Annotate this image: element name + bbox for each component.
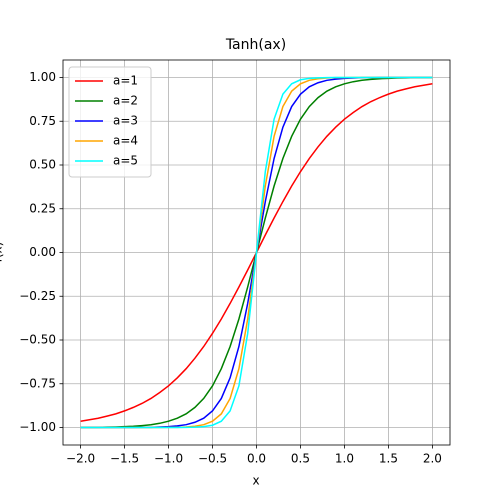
legend-label: a=2 [113,94,138,108]
y-tick-label: 0.00 [29,245,56,259]
x-axis-label: x [252,474,259,488]
y-tick-label: 1.00 [29,70,56,84]
plot-frame [62,59,451,446]
legend-label: a=3 [113,114,138,128]
legend-label: a=4 [113,134,138,148]
legend-label: a=1 [113,74,138,88]
x-tick-label: 1.5 [379,452,398,466]
y-tick-label: −1.00 [19,420,56,434]
y-tick-label: 0.50 [29,158,56,172]
chart-title: Tanh(ax) [225,37,286,53]
x-tick-label: 1.0 [335,452,354,466]
y-axis-label: f(x) [0,242,5,263]
y-tick-label: 0.25 [29,201,56,215]
y-tick-label: −0.50 [19,333,56,347]
x-tick-label: 0.0 [247,452,266,466]
x-tick-label: −1.0 [154,452,183,466]
y-tick-label: 0.75 [29,114,56,128]
y-tick-label: −0.25 [19,289,56,303]
x-tick-label: −2.0 [66,452,95,466]
x-tick-label: −0.5 [198,452,227,466]
legend-label: a=5 [113,154,138,168]
x-tick-label: 2.0 [423,452,442,466]
line [80,76,433,429]
legend-box [68,66,152,178]
x-tick-label: 0.5 [291,452,310,466]
x-tick-label: −1.5 [110,452,139,466]
y-tick-label: −0.75 [19,376,56,390]
